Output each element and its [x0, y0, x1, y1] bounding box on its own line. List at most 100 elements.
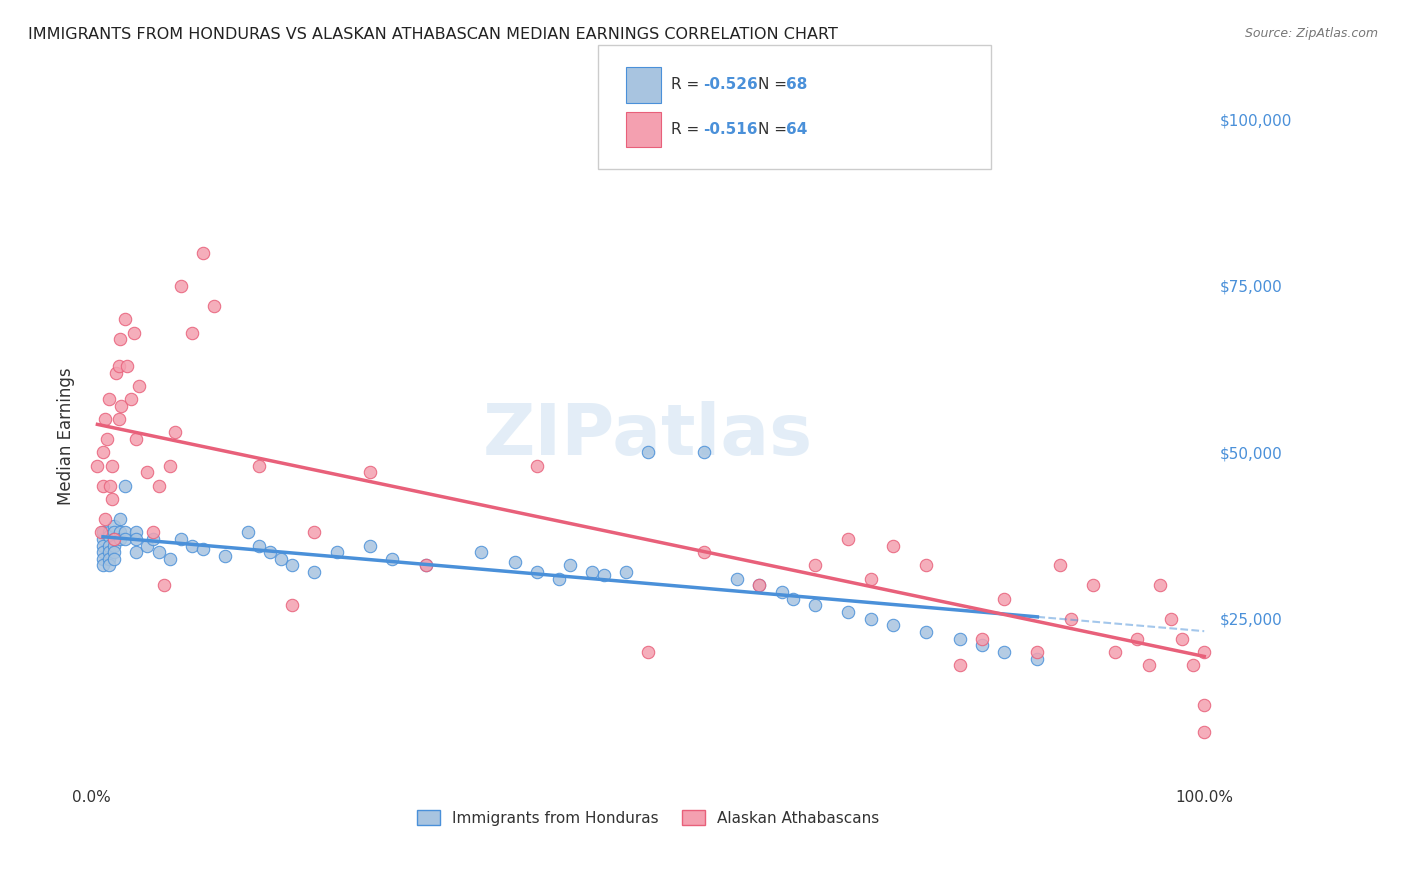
- Point: [503, 555, 526, 569]
- Point: [770, 585, 793, 599]
- Point: [107, 412, 129, 426]
- Point: [142, 532, 165, 546]
- Point: [91, 532, 114, 546]
- Point: [948, 632, 970, 646]
- Text: R =: R =: [671, 78, 704, 92]
- Point: [281, 599, 304, 613]
- Point: [970, 632, 993, 646]
- Point: [1060, 612, 1083, 626]
- Point: [1026, 645, 1049, 659]
- Point: [170, 532, 193, 546]
- Point: [837, 605, 859, 619]
- Point: [103, 518, 125, 533]
- Point: [1049, 558, 1071, 573]
- Point: [128, 379, 150, 393]
- Point: [1026, 651, 1049, 665]
- Point: [993, 645, 1015, 659]
- Point: [91, 558, 114, 573]
- Point: [108, 332, 131, 346]
- Point: [782, 591, 804, 606]
- Point: [259, 545, 281, 559]
- Point: [948, 658, 970, 673]
- Point: [181, 539, 204, 553]
- Point: [548, 572, 571, 586]
- Point: [560, 558, 582, 573]
- Point: [105, 366, 128, 380]
- Point: [97, 539, 120, 553]
- Point: [637, 445, 659, 459]
- Point: [159, 458, 181, 473]
- Point: [91, 525, 114, 540]
- Point: [748, 578, 770, 592]
- Legend: Immigrants from Honduras, Alaskan Athabascans: Immigrants from Honduras, Alaskan Athaba…: [409, 802, 887, 833]
- Point: [103, 551, 125, 566]
- Point: [415, 558, 437, 573]
- Text: -0.516: -0.516: [703, 122, 758, 136]
- Point: [148, 478, 170, 492]
- Point: [304, 565, 326, 579]
- Text: 68: 68: [786, 78, 807, 92]
- Point: [581, 565, 603, 579]
- Point: [103, 525, 125, 540]
- Text: 64: 64: [786, 122, 807, 136]
- Y-axis label: Median Earnings: Median Earnings: [58, 367, 75, 505]
- Point: [97, 525, 120, 540]
- Point: [859, 612, 882, 626]
- Point: [304, 525, 326, 540]
- Point: [191, 541, 214, 556]
- Point: [1126, 632, 1149, 646]
- Point: [191, 245, 214, 260]
- Point: [142, 525, 165, 540]
- Text: Source: ZipAtlas.com: Source: ZipAtlas.com: [1244, 27, 1378, 40]
- Point: [90, 525, 112, 540]
- Point: [202, 299, 225, 313]
- Text: -0.526: -0.526: [703, 78, 758, 92]
- Point: [1104, 645, 1126, 659]
- Point: [415, 558, 437, 573]
- Point: [103, 545, 125, 559]
- Point: [114, 532, 136, 546]
- Point: [108, 525, 131, 540]
- Point: [470, 545, 492, 559]
- Point: [837, 532, 859, 546]
- Point: [247, 458, 270, 473]
- Point: [114, 478, 136, 492]
- Point: [94, 512, 117, 526]
- Point: [101, 458, 124, 473]
- Point: [359, 466, 381, 480]
- Point: [91, 539, 114, 553]
- Point: [1192, 645, 1215, 659]
- Text: N =: N =: [758, 122, 792, 136]
- Point: [1081, 578, 1104, 592]
- Point: [91, 478, 114, 492]
- Point: [381, 551, 404, 566]
- Point: [122, 326, 145, 340]
- Point: [101, 491, 124, 506]
- Point: [125, 532, 148, 546]
- Point: [98, 478, 121, 492]
- Point: [236, 525, 259, 540]
- Point: [214, 549, 236, 563]
- Point: [96, 432, 118, 446]
- Point: [804, 599, 827, 613]
- Point: [125, 545, 148, 559]
- Point: [1137, 658, 1160, 673]
- Point: [993, 591, 1015, 606]
- Point: [91, 545, 114, 559]
- Point: [159, 551, 181, 566]
- Point: [91, 551, 114, 566]
- Point: [1149, 578, 1171, 592]
- Point: [804, 558, 827, 573]
- Point: [103, 539, 125, 553]
- Point: [1192, 698, 1215, 713]
- Point: [970, 638, 993, 652]
- Point: [136, 539, 159, 553]
- Point: [270, 551, 292, 566]
- Point: [108, 532, 131, 546]
- Point: [97, 558, 120, 573]
- Point: [592, 568, 614, 582]
- Point: [915, 558, 938, 573]
- Point: [692, 545, 714, 559]
- Point: [125, 432, 148, 446]
- Point: [86, 458, 108, 473]
